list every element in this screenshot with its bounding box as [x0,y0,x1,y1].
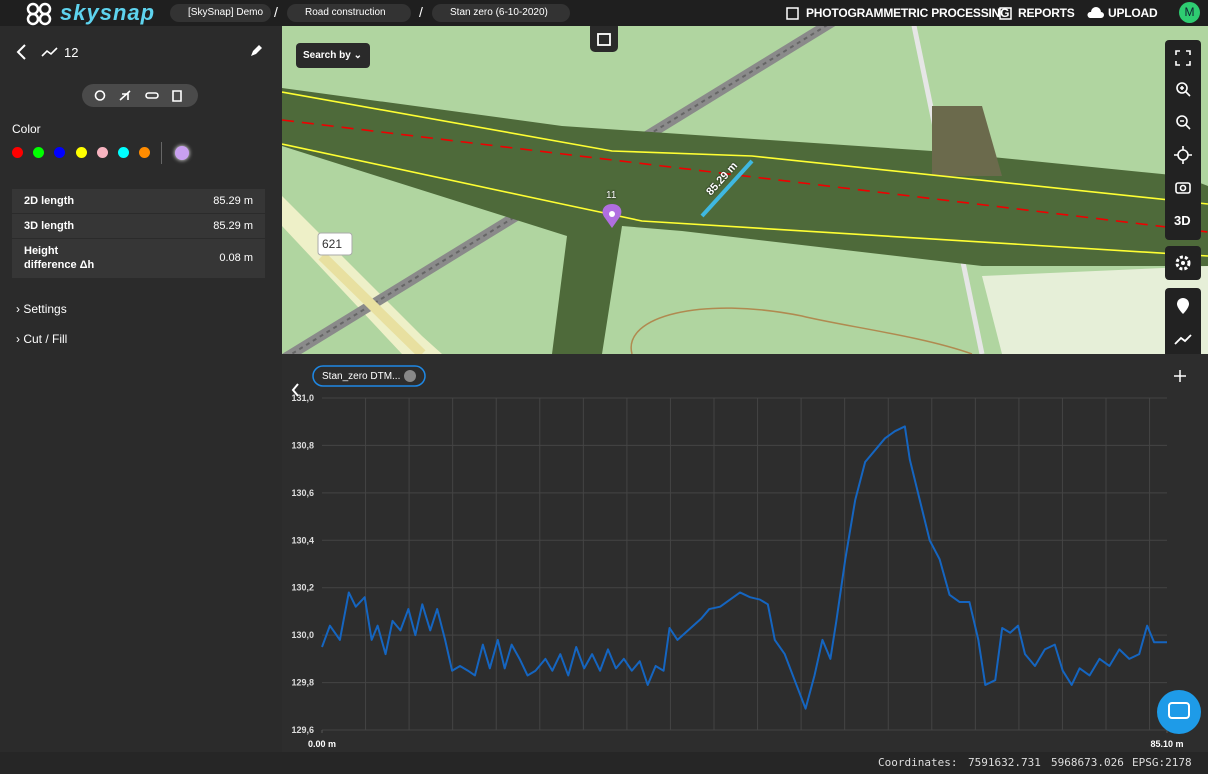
profile-panel: 129,6 129,8 130,0 130,2 130,4 130,6 130,8 131,0… [282,354,1208,752]
measurement-label: 2D length [24,195,75,207]
tab-close[interactable] [404,370,416,382]
add-icon[interactable] [1174,370,1186,382]
y-tick-label: 129,6 [291,725,314,735]
section-toggle[interactable]: › Settings [16,302,67,316]
color-swatch[interactable] [54,147,65,158]
action-button[interactable]: PHOTOGRAMMETRIC PROCESSING [806,6,1010,20]
back-icon[interactable] [14,43,64,61]
color-swatch[interactable] [76,147,87,158]
collapse-icon[interactable] [291,383,299,397]
section-toggle[interactable]: › Cut / Fill [16,332,68,346]
marker-label: 11 [606,190,617,201]
y-tick-label: 129,8 [291,678,314,688]
search-dropdown[interactable]: Search by ⌄ [296,43,370,68]
crs: EPSG:2178 [1132,756,1192,769]
y-tick-label: 130,6 [291,488,314,498]
separator: / [274,4,278,20]
color-swatch[interactable] [33,147,44,158]
logo[interactable]: skysnap [60,0,156,25]
status-bar: Coordinates: 7591632.731 5968673.026 EPS… [0,752,1208,774]
x-tick-label: 85.10 m [1150,739,1183,749]
measurement-label: Height difference Δh [24,245,95,271]
icon [786,7,799,20]
chat-button[interactable] [1157,690,1201,734]
y-tick-label: 130,2 [291,583,314,593]
measurement-row: Height difference Δh 0.08 m [12,239,265,278]
measurement-row: 2D length 85.29 m [12,189,265,213]
breadcrumb[interactable]: [SkySnap] Demo [170,4,272,22]
y-tick-label: 130,4 [291,535,314,545]
color-swatch[interactable] [118,147,129,158]
action-button[interactable]: REPORTS [1018,6,1075,20]
map-canvas [282,26,1208,354]
breadcrumb[interactable]: Stan zero (6-10-2020) [432,4,570,22]
color-label: Color [12,122,41,136]
plot-area [322,398,1167,730]
control-icons[interactable] [1165,40,1201,210]
chat-icon [1168,702,1190,719]
color-swatch[interactable] [12,147,23,158]
profile-chart: 129,6 129,8 130,0 130,2 130,4 130,6 130,8 131,0… [291,365,1201,749]
measurement-label: 3D length [24,220,75,232]
divider [161,142,162,164]
series-tab[interactable] [312,365,426,387]
edit-icon[interactable] [249,44,263,58]
breadcrumb[interactable]: Road construction [287,4,411,22]
measurement-value: 0.08 m [219,252,253,264]
control-3d[interactable]: 3D [1174,213,1191,228]
search-label: Search by [303,50,351,61]
tool-group [82,84,198,107]
top-bar: skysnap [SkySnap] Demo / Road constructi… [0,0,1208,26]
measurement-row: 3D length 85.29 m [12,214,265,238]
icon [999,7,1012,20]
avatar[interactable]: M [1179,2,1200,23]
coordinate-x: 7591632.731 [968,756,1041,769]
color-swatch[interactable] [139,147,150,158]
action-button[interactable]: UPLOAD [1108,6,1158,20]
separator: / [419,4,423,20]
y-tick-label: 130,8 [291,440,314,450]
coordinate-y: 5968673.026 [1051,756,1124,769]
x-tick-label: 0.00 m [308,739,336,749]
settings-control[interactable] [1165,246,1201,280]
icon [1087,7,1104,18]
color-swatch[interactable] [97,147,108,158]
section-label: Cut / Fill [23,332,68,346]
map[interactable]: Search by ⌄ 621 11 85.29 m 3D [282,26,1208,354]
coordinates-label: Coordinates: [878,756,958,769]
road-number: 621 [322,237,343,251]
measurement-value: 85.29 m [213,220,253,232]
sidebar: 12 Color 2D length 85.29 m 3D length 85.29… [0,26,282,752]
tool-icons[interactable] [82,84,198,107]
series-tab-label: Stan_zero DTM... [322,371,400,382]
y-tick-label: 130,0 [291,630,314,640]
draw-controls[interactable] [1165,288,1201,354]
measurement-value: 85.29 m [213,195,253,207]
color-swatch-selected[interactable] [175,146,189,160]
logo-icon [26,2,52,26]
profile-line [321,425,1167,710]
measurement-id: 12 [64,45,79,60]
y-tick-label: 131,0 [291,393,314,403]
map-controls: 3D [1165,40,1201,240]
section-label: Settings [23,302,67,316]
